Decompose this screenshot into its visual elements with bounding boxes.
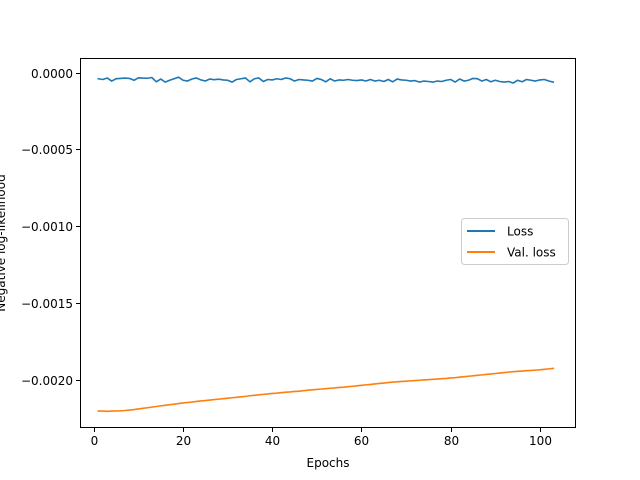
y-tick-label: −0.0015 [21,297,73,311]
y-axis-label: Negative log-likelihood [0,174,8,311]
x-tick-label: 60 [354,434,369,448]
y-tick-label: −0.0020 [21,374,73,388]
x-tick-label: 20 [176,434,191,448]
y-tick-label: −0.0010 [21,220,73,234]
legend-val-loss-label: Val. loss [507,246,556,260]
y-axis: 0.0000 −0.0005 −0.0010 −0.0015 −0.0020 [21,67,80,388]
legend-loss-label: Loss [507,225,533,239]
series-line-val-loss [97,367,555,413]
y-tick-label: −0.0005 [21,143,73,157]
series-line-loss [97,76,555,84]
x-tick-label: 100 [529,434,552,448]
plot-area [97,76,555,413]
x-tick-label: 0 [91,434,99,448]
x-axis: 0 20 40 60 80 100 [91,428,552,448]
x-tick-label: 80 [444,434,459,448]
x-axis-label: Epochs [307,456,350,470]
x-tick-label: 40 [265,434,280,448]
legend: Loss Val. loss [461,218,569,265]
plot-frame [80,58,576,428]
y-tick-label: 0.0000 [31,67,73,81]
